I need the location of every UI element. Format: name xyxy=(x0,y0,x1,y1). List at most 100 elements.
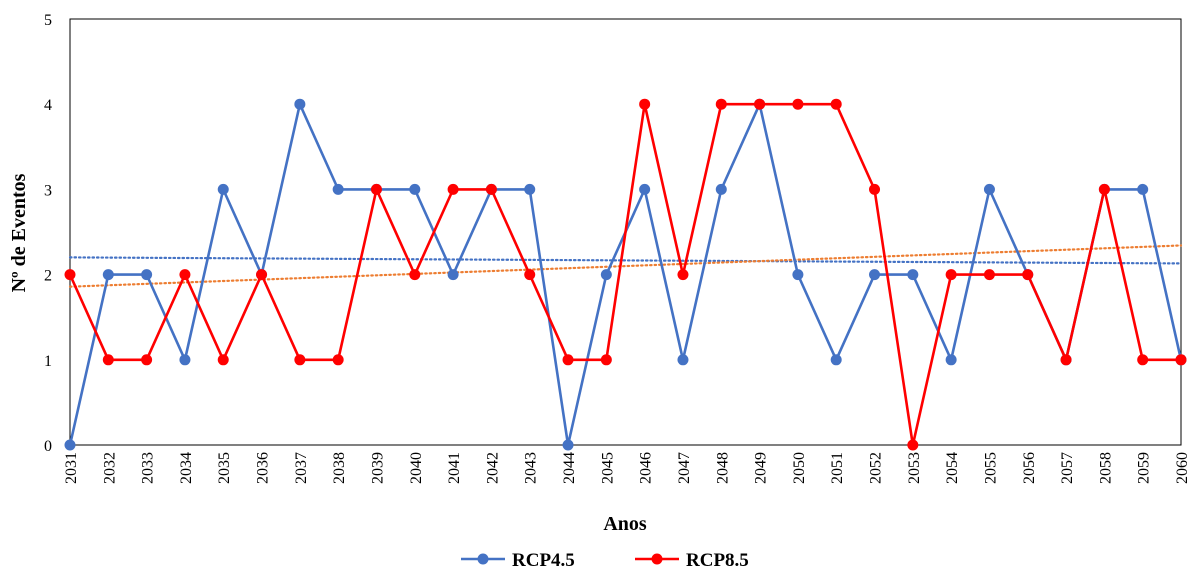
y-tick-label: 4 xyxy=(44,97,52,114)
x-tick-label: 2033 xyxy=(140,452,157,484)
x-tick-label: 2049 xyxy=(753,452,770,484)
data-point-rcp85 xyxy=(294,354,306,366)
data-point-rcp85 xyxy=(409,269,421,281)
data-point-rcp45 xyxy=(64,439,76,451)
x-tick-label: 2042 xyxy=(484,452,501,484)
x-tick-label: 2053 xyxy=(906,452,923,484)
data-point-rcp45 xyxy=(639,183,651,195)
legend-swatch-marker-rcp45 xyxy=(477,553,489,565)
data-point-rcp45 xyxy=(983,183,995,195)
data-point-rcp45 xyxy=(447,269,459,281)
x-tick-label: 2032 xyxy=(101,452,118,484)
data-point-rcp85 xyxy=(1137,354,1149,366)
x-tick-label: 2038 xyxy=(331,452,348,484)
x-tick-label: 2051 xyxy=(829,452,846,484)
trendlines xyxy=(68,244,1183,288)
data-point-rcp85 xyxy=(141,354,153,366)
data-point-rcp85 xyxy=(983,269,995,281)
y-axis-title: Nº de Eventos xyxy=(8,173,30,292)
data-point-rcp45 xyxy=(945,354,957,366)
data-point-rcp85 xyxy=(370,183,382,195)
legend: RCP4.5 RCP8.5 xyxy=(461,550,749,571)
legend-label-rcp85: RCP8.5 xyxy=(686,550,749,571)
data-point-rcp45 xyxy=(715,183,727,195)
trendline-rcp45 xyxy=(68,256,1183,265)
x-tick-label: 2055 xyxy=(982,452,999,484)
data-point-rcp85 xyxy=(102,354,114,366)
x-tick-label: 2045 xyxy=(599,452,616,484)
data-point-rcp85 xyxy=(945,269,957,281)
data-point-rcp45 xyxy=(217,183,229,195)
data-point-rcp85 xyxy=(562,354,574,366)
data-point-rcp45 xyxy=(830,354,842,366)
y-tick-label: 0 xyxy=(44,438,52,455)
x-tick-label: 2058 xyxy=(1097,452,1114,484)
x-tick-label: 2057 xyxy=(1059,452,1076,484)
data-point-rcp85 xyxy=(524,269,536,281)
data-point-rcp85 xyxy=(485,183,497,195)
x-tick-label: 2059 xyxy=(1136,452,1153,484)
data-point-rcp45 xyxy=(907,269,919,281)
x-tick-label: 2060 xyxy=(1174,452,1189,484)
trendline-rcp85 xyxy=(68,244,1183,288)
data-point-rcp45 xyxy=(677,354,689,366)
data-point-rcp85 xyxy=(447,183,459,195)
x-tick-label: 2031 xyxy=(63,452,80,484)
data-point-rcp85 xyxy=(677,269,689,281)
x-tick-label: 2054 xyxy=(944,452,961,484)
data-point-rcp85 xyxy=(715,98,727,110)
plot-area-border xyxy=(69,18,1182,446)
data-point-rcp45 xyxy=(409,183,421,195)
data-point-rcp45 xyxy=(294,98,306,110)
x-tick-label: 2044 xyxy=(561,452,578,484)
data-point-rcp45 xyxy=(562,439,574,451)
x-tick-label: 2047 xyxy=(676,452,693,484)
data-point-rcp85 xyxy=(64,269,76,281)
x-axis-ticks: 2031 2032 2033 2034 2035 2036 2037 2038 2039 2040… xyxy=(63,452,1189,484)
series-line-rcp85 xyxy=(68,102,1181,447)
x-tick-label: 2036 xyxy=(255,452,272,484)
x-tick-label: 2034 xyxy=(178,452,195,484)
legend-swatch-marker-rcp85 xyxy=(651,553,663,565)
x-axis-title: Anos xyxy=(603,513,647,535)
data-point-rcp85 xyxy=(217,354,229,366)
x-tick-label: 2052 xyxy=(868,452,885,484)
y-axis-ticks: 0 1 2 3 4 5 xyxy=(44,12,52,455)
x-tick-label: 2043 xyxy=(523,452,540,484)
y-tick-label: 1 xyxy=(44,353,52,370)
data-point-rcp85 xyxy=(754,98,766,110)
data-point-rcp45 xyxy=(102,269,114,281)
data-point-rcp45 xyxy=(141,269,153,281)
y-tick-label: 2 xyxy=(44,268,52,285)
x-tick-label: 2048 xyxy=(714,452,731,484)
data-point-rcp45 xyxy=(524,183,536,195)
legend-label-rcp45: RCP4.5 xyxy=(512,550,575,571)
data-point-rcp85 xyxy=(1098,183,1110,195)
data-point-rcp85 xyxy=(1060,354,1072,366)
data-point-rcp85 xyxy=(600,354,612,366)
data-point-rcp45 xyxy=(792,269,804,281)
data-point-rcp85 xyxy=(792,98,804,110)
data-point-rcp45 xyxy=(869,269,881,281)
data-point-rcp85 xyxy=(1022,269,1034,281)
x-tick-label: 2046 xyxy=(638,452,655,484)
data-point-rcp45 xyxy=(179,354,191,366)
y-tick-label: 3 xyxy=(44,182,52,199)
x-tick-label: 2041 xyxy=(446,452,463,484)
x-tick-label: 2050 xyxy=(791,452,808,484)
data-point-rcp85 xyxy=(179,269,191,281)
x-tick-label: 2035 xyxy=(216,452,233,484)
data-point-rcp85 xyxy=(830,98,842,110)
data-point-rcp85 xyxy=(869,183,881,195)
data-point-rcp45 xyxy=(1137,183,1149,195)
x-tick-label: 2040 xyxy=(408,452,425,484)
x-tick-label: 2037 xyxy=(293,452,310,484)
x-tick-label: 2039 xyxy=(369,452,386,484)
data-point-rcp85 xyxy=(639,98,651,110)
y-tick-label: 5 xyxy=(44,12,52,29)
data-point-rcp85 xyxy=(1175,354,1187,366)
x-tick-label: 2056 xyxy=(1021,452,1038,484)
data-point-rcp85 xyxy=(256,269,268,281)
data-point-rcp45 xyxy=(600,269,612,281)
